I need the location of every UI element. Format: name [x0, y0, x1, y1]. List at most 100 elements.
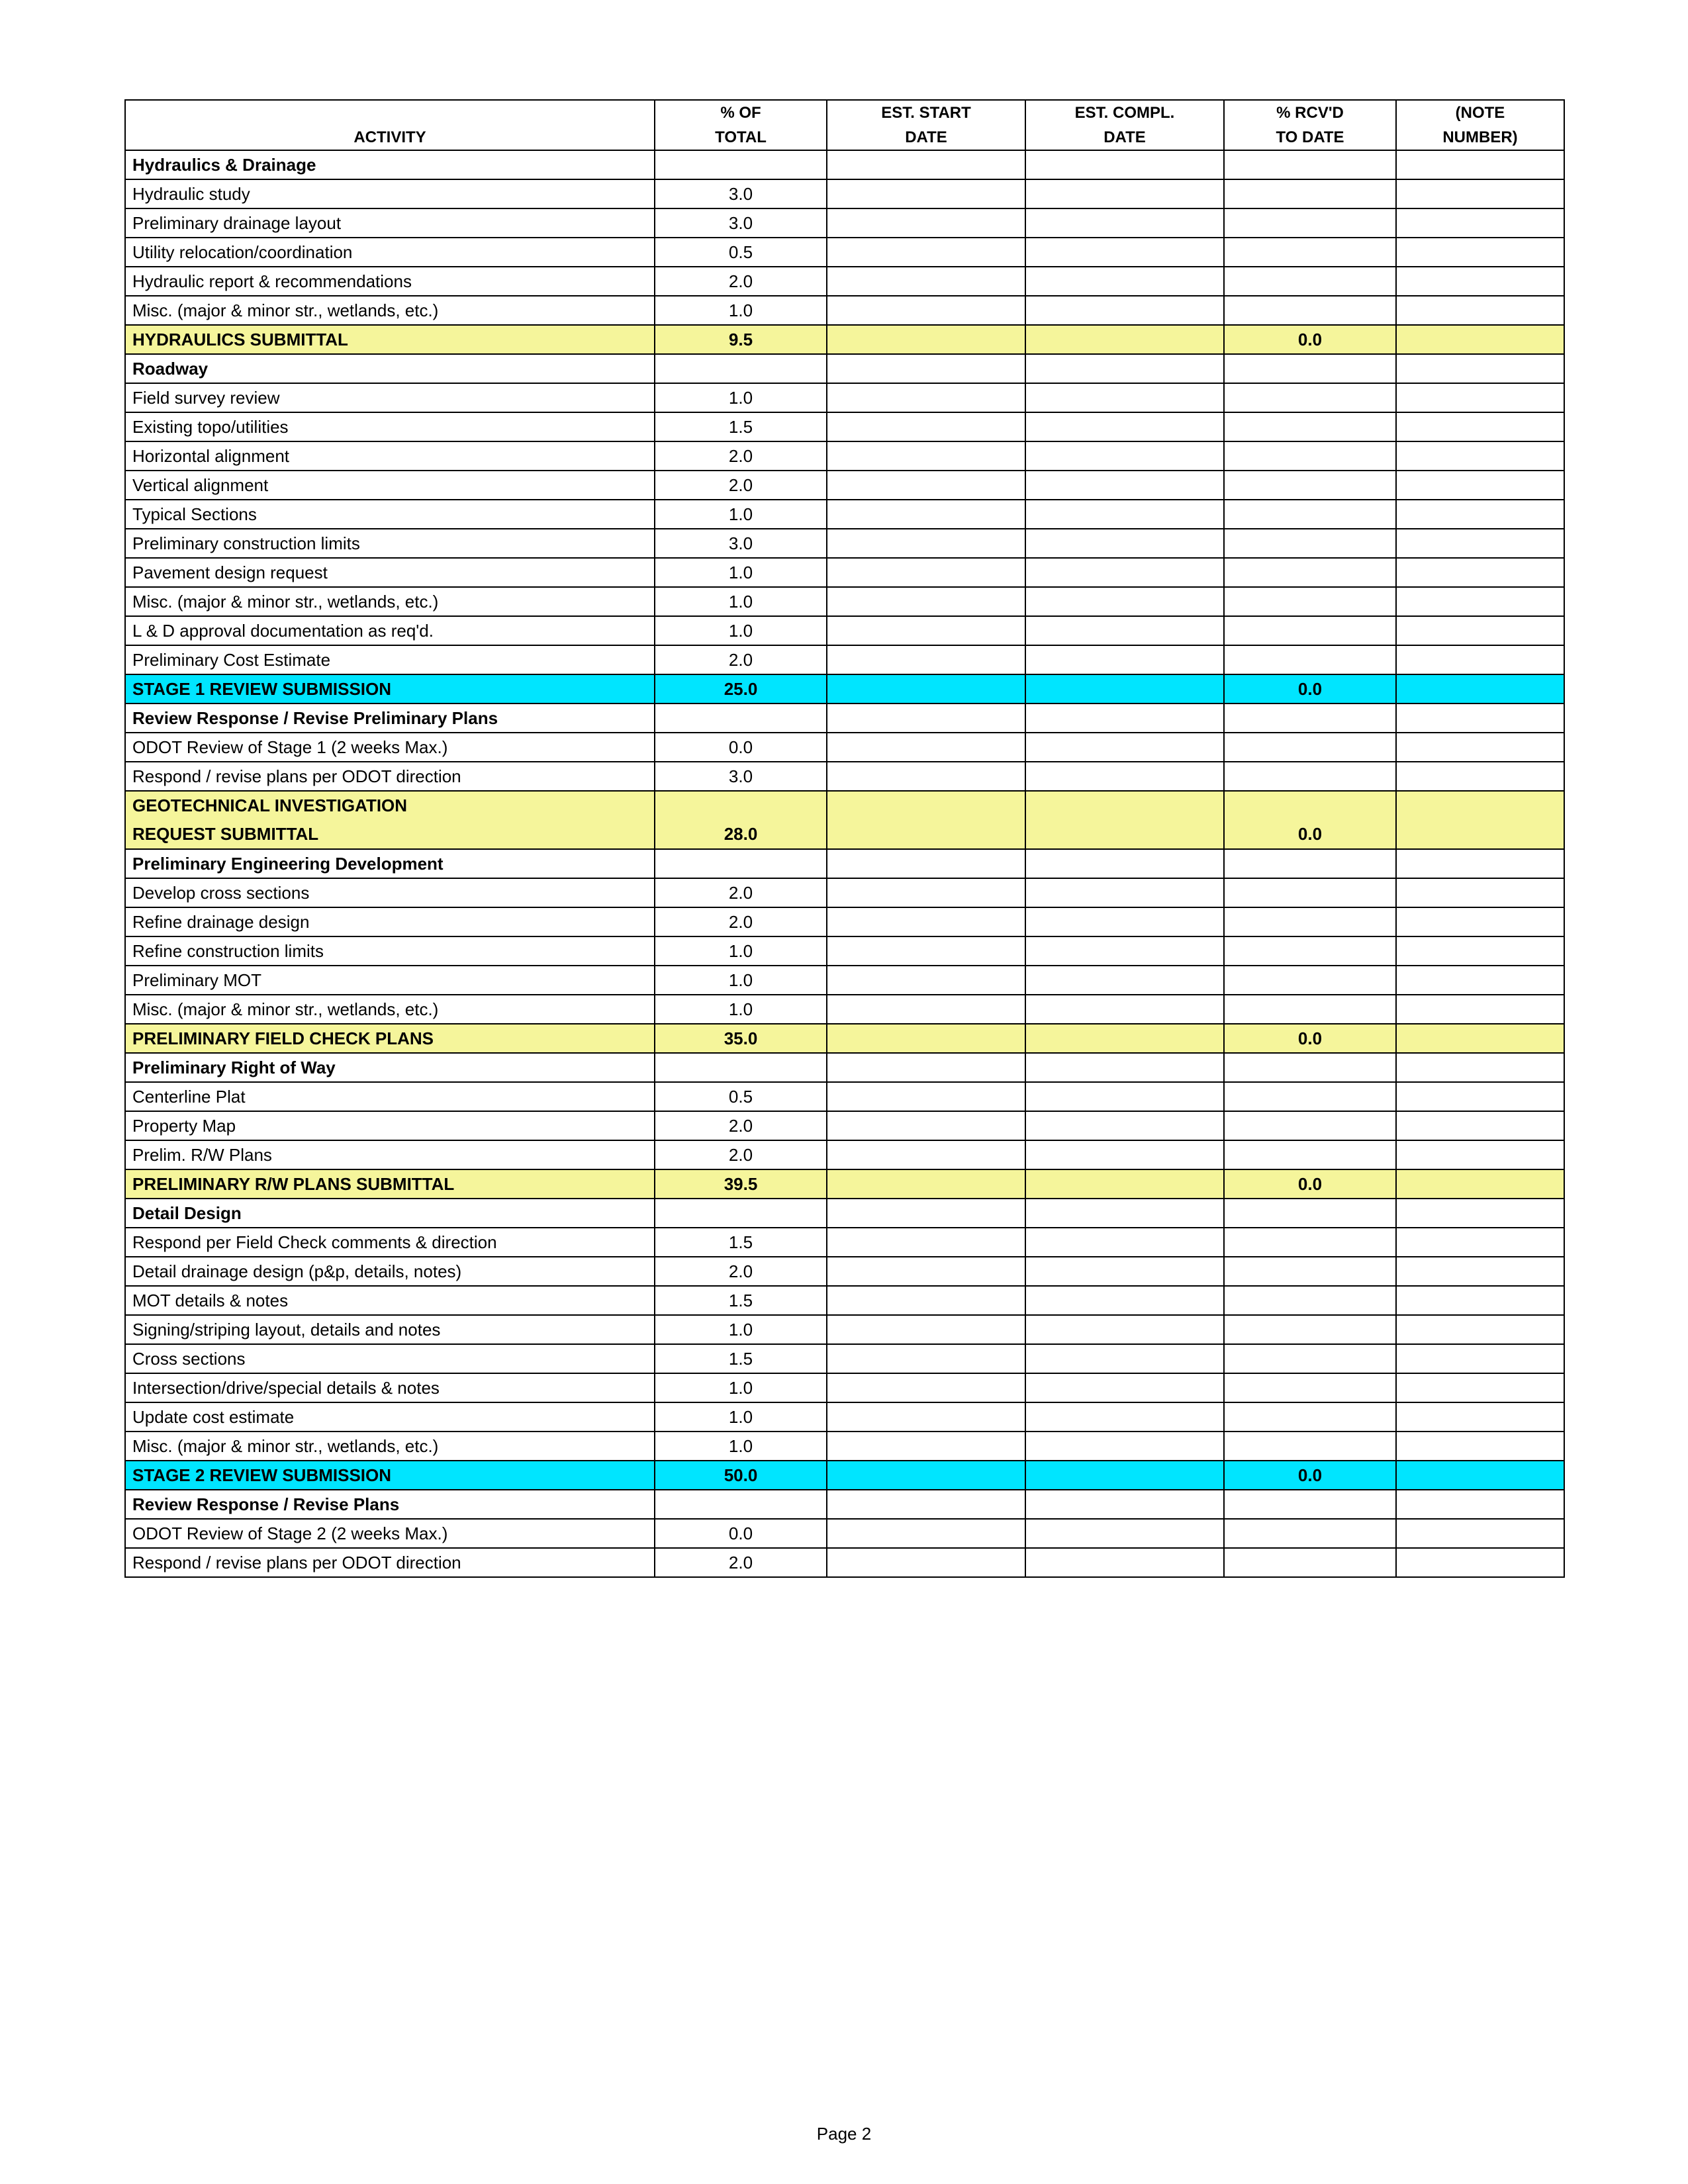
rcv-cell: 0.0 [1224, 1169, 1396, 1199]
pct-cell: 1.0 [655, 296, 827, 325]
rcv-cell [1224, 616, 1396, 645]
end-cell [1025, 878, 1224, 907]
start-cell [827, 441, 1025, 471]
start-cell [827, 1286, 1025, 1315]
pct-cell: 1.0 [655, 383, 827, 412]
start-cell [827, 1257, 1025, 1286]
start-cell [827, 1024, 1025, 1053]
start-cell [827, 645, 1025, 674]
table-row: Preliminary Cost Estimate2.0 [125, 645, 1564, 674]
table-row: PRELIMINARY FIELD CHECK PLANS35.00.0 [125, 1024, 1564, 1053]
activity-cell: Typical Sections [125, 500, 655, 529]
activity-cell: Respond per Field Check comments & direc… [125, 1228, 655, 1257]
activity-cell: PRELIMINARY R/W PLANS SUBMITTAL [125, 1169, 655, 1199]
rcv-cell [1224, 995, 1396, 1024]
table-row: Preliminary Engineering Development [125, 849, 1564, 878]
col-note-h1: (NOTE [1396, 100, 1564, 125]
rcv-cell [1224, 791, 1396, 820]
rcv-cell [1224, 1315, 1396, 1344]
end-cell [1025, 907, 1224, 936]
table-row: MOT details & notes1.5 [125, 1286, 1564, 1315]
pct-cell: 1.0 [655, 1315, 827, 1344]
start-cell [827, 471, 1025, 500]
activity-cell: Review Response / Revise Preliminary Pla… [125, 704, 655, 733]
start-cell [827, 995, 1025, 1024]
activity-cell: Refine construction limits [125, 936, 655, 966]
table-row: ODOT Review of Stage 1 (2 weeks Max.)0.0 [125, 733, 1564, 762]
note-cell [1396, 1519, 1564, 1548]
pct-cell: 1.0 [655, 616, 827, 645]
rcv-cell [1224, 383, 1396, 412]
pct-cell: 2.0 [655, 1140, 827, 1169]
col-activity-h2: ACTIVITY [125, 125, 655, 150]
rcv-cell [1224, 238, 1396, 267]
table-row: Respond / revise plans per ODOT directio… [125, 762, 1564, 791]
table-row: Pavement design request1.0 [125, 558, 1564, 587]
note-cell [1396, 267, 1564, 296]
end-cell [1025, 1315, 1224, 1344]
start-cell [827, 616, 1025, 645]
end-cell [1025, 238, 1224, 267]
note-cell [1396, 907, 1564, 936]
table-row: Utility relocation/coordination0.5 [125, 238, 1564, 267]
rcv-cell [1224, 1344, 1396, 1373]
pct-cell: 1.0 [655, 1432, 827, 1461]
note-cell [1396, 383, 1564, 412]
note-cell [1396, 791, 1564, 820]
pct-cell [655, 354, 827, 383]
end-cell [1025, 1024, 1224, 1053]
note-cell [1396, 296, 1564, 325]
rcv-cell [1224, 500, 1396, 529]
table-row: REQUEST SUBMITTAL28.00.0 [125, 820, 1564, 849]
note-cell [1396, 208, 1564, 238]
table-row: Horizontal alignment2.0 [125, 441, 1564, 471]
activity-cell: STAGE 1 REVIEW SUBMISSION [125, 674, 655, 704]
start-cell [827, 878, 1025, 907]
activity-cell: Preliminary MOT [125, 966, 655, 995]
note-cell [1396, 471, 1564, 500]
activity-cell: Hydraulic study [125, 179, 655, 208]
note-cell [1396, 645, 1564, 674]
table-row: STAGE 2 REVIEW SUBMISSION50.00.0 [125, 1461, 1564, 1490]
pct-cell: 2.0 [655, 441, 827, 471]
page-footer: Page 2 [0, 2124, 1688, 2144]
end-cell [1025, 354, 1224, 383]
note-cell [1396, 704, 1564, 733]
activity-cell: Vertical alignment [125, 471, 655, 500]
pct-cell: 0.5 [655, 238, 827, 267]
note-cell [1396, 1402, 1564, 1432]
note-cell [1396, 762, 1564, 791]
activity-cell: Develop cross sections [125, 878, 655, 907]
pct-cell: 39.5 [655, 1169, 827, 1199]
start-cell [827, 704, 1025, 733]
end-cell [1025, 733, 1224, 762]
note-cell [1396, 354, 1564, 383]
end-cell [1025, 704, 1224, 733]
pct-cell: 1.0 [655, 1402, 827, 1432]
pct-cell [655, 704, 827, 733]
note-cell [1396, 1315, 1564, 1344]
rcv-cell [1224, 1402, 1396, 1432]
start-cell [827, 238, 1025, 267]
rcv-cell [1224, 849, 1396, 878]
rcv-cell: 0.0 [1224, 1024, 1396, 1053]
pct-cell: 1.0 [655, 936, 827, 966]
note-cell [1396, 1373, 1564, 1402]
pct-cell: 3.0 [655, 179, 827, 208]
pct-cell: 3.0 [655, 529, 827, 558]
pct-cell: 2.0 [655, 471, 827, 500]
pct-cell: 2.0 [655, 1111, 827, 1140]
note-cell [1396, 1432, 1564, 1461]
start-cell [827, 1461, 1025, 1490]
activity-cell: Prelim. R/W Plans [125, 1140, 655, 1169]
table-row: Vertical alignment2.0 [125, 471, 1564, 500]
start-cell [827, 208, 1025, 238]
start-cell [827, 1140, 1025, 1169]
rcv-cell [1224, 936, 1396, 966]
pct-cell [655, 1053, 827, 1082]
table-row: Misc. (major & minor str., wetlands, etc… [125, 587, 1564, 616]
end-cell [1025, 1344, 1224, 1373]
note-cell [1396, 995, 1564, 1024]
table-row: PRELIMINARY R/W PLANS SUBMITTAL39.5 0.0 [125, 1169, 1564, 1199]
note-cell [1396, 1286, 1564, 1315]
